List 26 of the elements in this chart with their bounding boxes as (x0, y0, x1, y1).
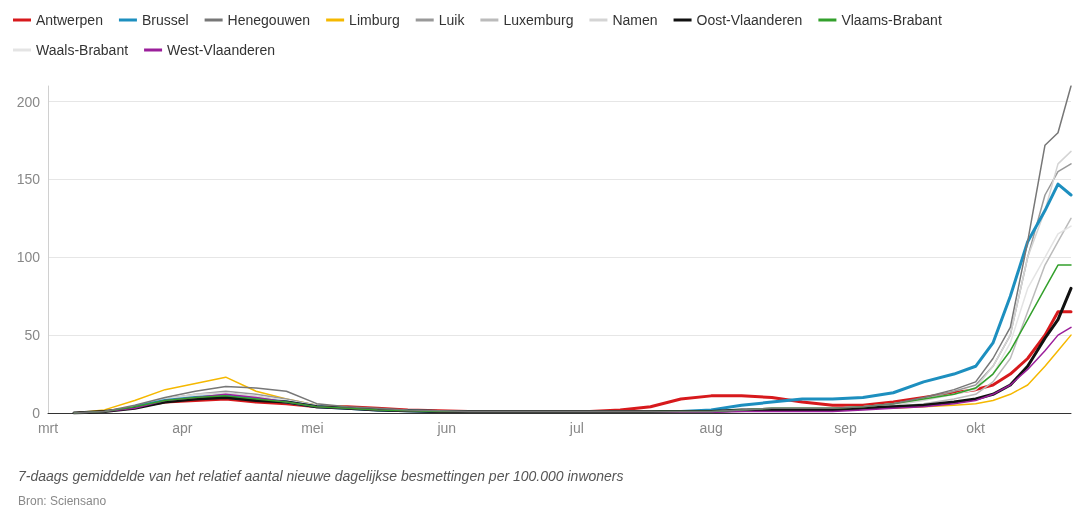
x-tick-label: mei (301, 420, 324, 436)
y-tick-label: 100 (16, 249, 41, 266)
y-tick-label: 50 (24, 327, 41, 344)
text: Bron: Sciensano (18, 494, 107, 508)
text: 7-daags gemiddelde van het relatief aantal nieuwe dagelijkse besmettingen per 100.000 inwoners (18, 468, 624, 484)
x-tick-label: apr (172, 420, 193, 436)
y-tick-label: 150 (16, 171, 41, 188)
legend-label: Limburg (349, 12, 400, 28)
legend-label: Brussel (141, 12, 189, 28)
x-tick-label: sep (834, 420, 858, 436)
x-tick-label: mrt (37, 420, 59, 436)
legend-label: West-Vlaanderen (167, 42, 275, 58)
legend-label: Namen (612, 12, 658, 28)
legend-label: Luxemburg (503, 12, 574, 28)
x-tick-label: okt (966, 420, 986, 436)
y-tick-label: 0 (32, 405, 41, 421)
legend-label: Luik (438, 12, 466, 28)
legend-label: Waals-Brabant (36, 42, 129, 58)
y-tick-label: 200 (16, 93, 41, 110)
x-tick-label: aug (699, 420, 723, 436)
legend-label: Henegouwen (227, 12, 311, 28)
x-tick-label: jun (436, 420, 457, 436)
legend-label: Vlaams-Brabant (841, 12, 942, 28)
x-tick-label: jul (568, 420, 584, 436)
legend-label: Oost-Vlaanderen (696, 12, 803, 28)
legend-label: Antwerpen (36, 12, 103, 28)
